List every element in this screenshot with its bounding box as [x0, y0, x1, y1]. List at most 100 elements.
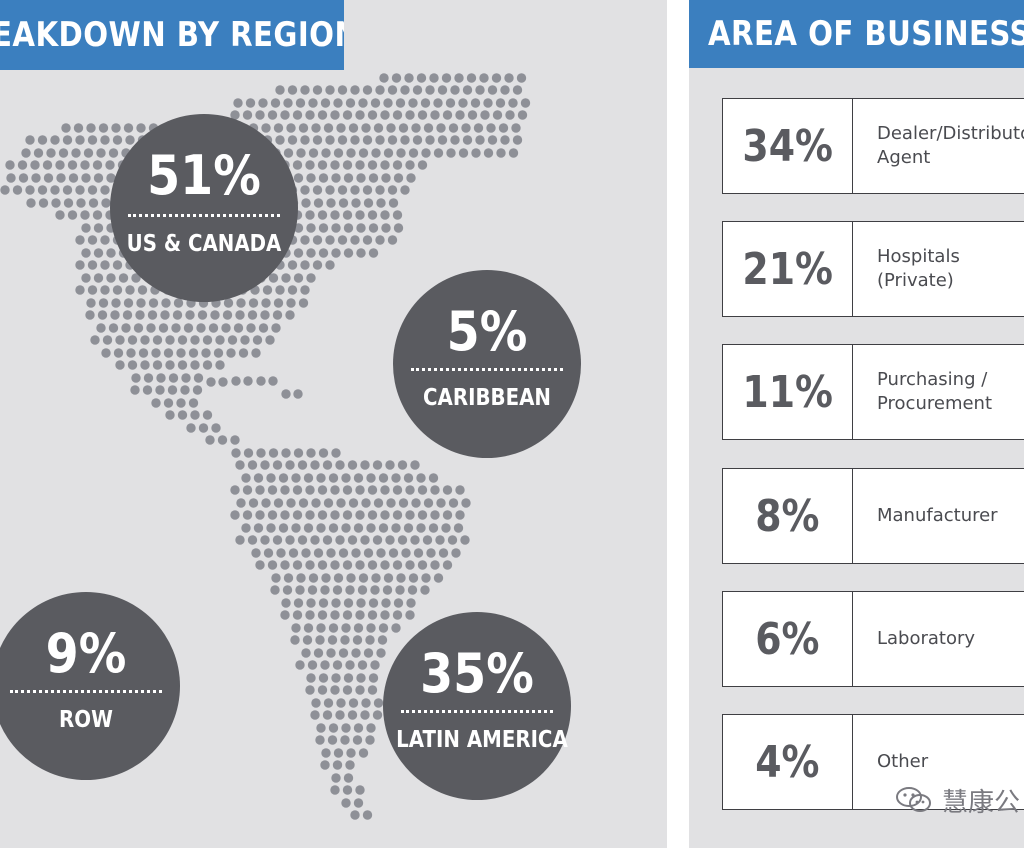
map-dot	[25, 185, 35, 195]
map-dot	[367, 110, 378, 120]
map-dot	[473, 123, 484, 133]
map-dot	[327, 735, 338, 745]
map-dot	[416, 523, 426, 533]
map-dot	[453, 523, 464, 533]
map-dot	[441, 523, 451, 533]
map-dot	[287, 260, 298, 270]
business-row: 34% Dealer/Distributo Agent	[722, 98, 1024, 194]
map-dot	[437, 135, 448, 145]
bubble-percent: 51%	[147, 144, 261, 207]
map-dot	[410, 535, 420, 545]
map-dot	[236, 298, 246, 308]
map-dot	[17, 160, 28, 170]
map-dot	[127, 360, 138, 370]
map-dot	[100, 285, 110, 295]
map-dot	[423, 498, 434, 508]
map-dot	[442, 560, 453, 570]
map-dot	[500, 135, 510, 145]
business-row: 21% Hospitals (Private)	[722, 221, 1024, 317]
map-dot	[290, 635, 300, 645]
map-dot	[455, 485, 465, 495]
map-dot	[58, 148, 69, 158]
map-dot	[81, 223, 91, 233]
map-dot	[90, 335, 100, 345]
map-dot	[375, 185, 385, 195]
map-dot	[325, 185, 335, 195]
map-dot	[206, 377, 216, 387]
map-dot	[68, 173, 79, 183]
map-dot	[357, 585, 368, 595]
map-dot	[55, 210, 65, 220]
map-dot	[87, 135, 98, 145]
map-dot	[255, 485, 265, 495]
map-dot	[201, 348, 211, 358]
map-dot	[311, 123, 321, 133]
map-dot	[342, 110, 353, 120]
map-dot	[353, 473, 364, 483]
map-dot	[331, 248, 341, 258]
map-dot	[370, 98, 381, 108]
dotted-divider	[401, 710, 553, 713]
map-dot	[267, 510, 278, 520]
map-dot	[337, 85, 348, 95]
map-dot	[458, 148, 469, 158]
map-dot	[411, 498, 421, 508]
map-dot	[380, 610, 390, 620]
map-dot	[450, 135, 460, 145]
map-dot	[380, 485, 390, 495]
map-dot	[328, 523, 339, 533]
map-dot	[342, 485, 353, 495]
map-dot	[300, 185, 310, 195]
map-dot	[348, 698, 359, 708]
map-dot	[247, 535, 258, 545]
map-dot	[143, 373, 154, 383]
map-dot	[102, 335, 113, 345]
watermark: 慧康公	[894, 782, 1024, 818]
map-dot	[96, 323, 106, 333]
map-dot	[106, 248, 116, 258]
map-dot	[242, 110, 253, 120]
map-dot	[113, 348, 124, 358]
map-dot	[176, 348, 186, 358]
map-dot	[241, 473, 251, 483]
map-dot	[327, 635, 338, 645]
map-dot	[405, 560, 415, 570]
map-dot	[287, 85, 298, 95]
map-dot	[268, 273, 279, 283]
map-dot	[115, 335, 125, 345]
map-dot	[146, 323, 156, 333]
region-breakdown-title: EAKDOWN BY REGION	[0, 15, 344, 55]
map-dot	[417, 510, 428, 520]
map-dot	[391, 473, 401, 483]
map-dot	[272, 535, 283, 545]
map-dot	[336, 498, 346, 508]
map-dot	[429, 73, 439, 83]
map-dot	[313, 648, 324, 658]
map-dot	[356, 173, 366, 183]
map-dot	[293, 598, 304, 608]
map-dot	[188, 398, 199, 408]
map-dot	[345, 98, 356, 108]
map-dot	[386, 123, 396, 133]
map-dot	[190, 335, 200, 345]
map-dot	[280, 510, 290, 520]
map-dot	[343, 248, 354, 258]
map-dot	[395, 98, 406, 108]
map-dot	[441, 73, 452, 83]
map-dot	[177, 335, 188, 345]
map-dot	[255, 560, 265, 570]
map-dot	[382, 585, 393, 595]
map-dot	[292, 560, 303, 570]
map-dot	[255, 510, 265, 520]
business-percent-value: 8%	[755, 490, 820, 542]
map-dot	[291, 623, 301, 633]
map-dot	[361, 498, 371, 508]
map-dot	[343, 598, 354, 608]
map-dot	[371, 573, 381, 583]
map-dot	[306, 673, 316, 683]
map-dot	[392, 485, 403, 495]
map-dot	[43, 173, 54, 183]
map-dot	[362, 235, 373, 245]
map-dot	[281, 598, 291, 608]
map-dot	[421, 148, 431, 158]
